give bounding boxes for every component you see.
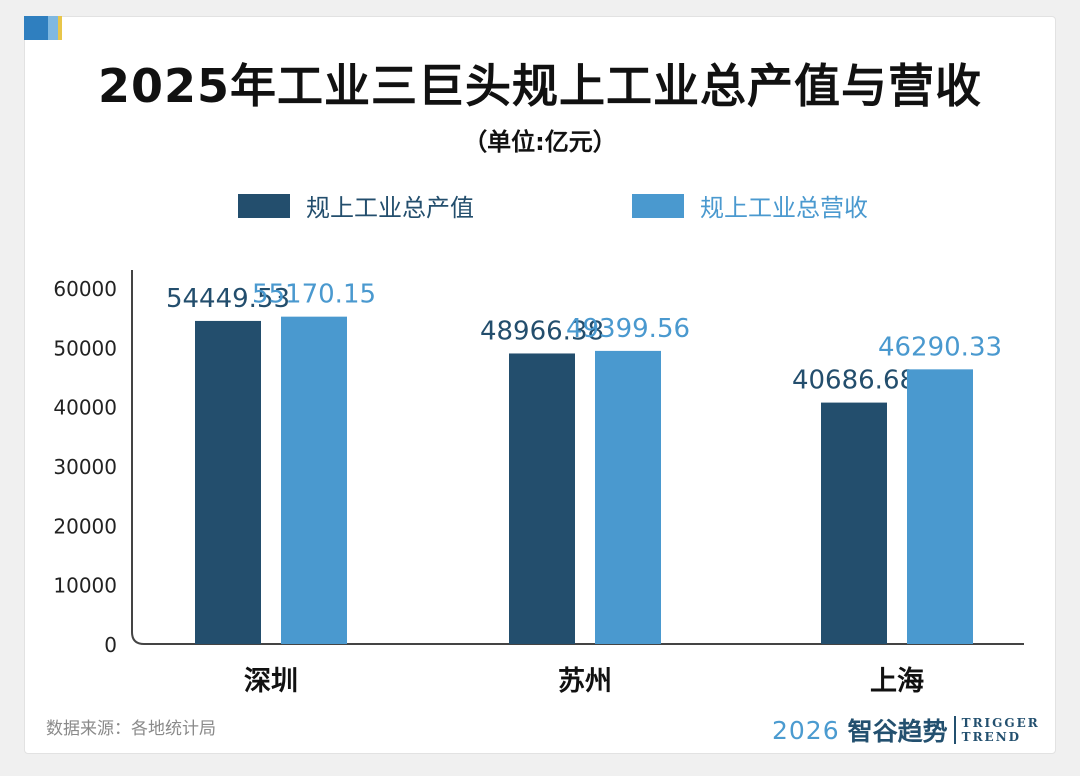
legend-label-revenue: 规上工业总营收 <box>700 194 868 222</box>
legend-swatch-revenue <box>632 193 684 218</box>
chart-title: 2025年工业三巨头规上工业总产值与营收 <box>97 59 983 113</box>
y-tick-label: 30000 <box>53 455 117 479</box>
y-tick-label: 60000 <box>53 277 117 301</box>
x-tick-label: 上海 <box>870 666 924 697</box>
legend-label-output: 规上工业总产值 <box>306 194 474 222</box>
brand-name: 智谷趋势 <box>847 717 948 746</box>
legend-swatch-output <box>238 193 290 218</box>
corner-accent <box>24 16 62 40</box>
chart-subtitle: （单位:亿元） <box>463 128 617 156</box>
y-tick-label: 10000 <box>53 574 117 598</box>
source-note: 数据来源：各地统计局 <box>46 719 216 739</box>
bar-revenue <box>281 316 347 644</box>
brand-english-line1: TRIGGER <box>961 716 1040 730</box>
y-tick-label: 50000 <box>53 336 117 360</box>
brand-year: 2026 <box>772 715 840 745</box>
data-label: 48966.38 <box>480 316 604 346</box>
data-label: 55170.15 <box>252 280 376 310</box>
brand-english-line2: TREND <box>961 730 1022 744</box>
data-label: 54449.53 <box>166 284 290 314</box>
axis-lines <box>131 270 1024 645</box>
bar-output <box>509 353 575 644</box>
data-label: 49399.56 <box>566 314 690 344</box>
x-tick-label: 苏州 <box>558 666 612 697</box>
bar-output <box>195 320 261 644</box>
bar-revenue <box>595 350 661 644</box>
data-label: 40686.68 <box>792 366 916 396</box>
brand-english: TRIGGER TREND <box>962 716 1040 744</box>
legend-item-revenue: 规上工业总营收 <box>632 188 868 223</box>
brand-divider <box>953 716 956 744</box>
bar-revenue <box>907 369 973 644</box>
data-label: 46290.33 <box>878 332 1002 362</box>
brand-logo: 2026 智谷趋势 TRIGGER TREND <box>772 710 1040 750</box>
x-tick-label: 深圳 <box>244 666 298 697</box>
y-tick-label: 0 <box>104 633 117 657</box>
legend-item-output: 规上工业总产值 <box>238 188 474 223</box>
bar-output <box>821 402 887 644</box>
legend: 规上工业总产值 规上工业总营收 <box>0 188 1080 228</box>
y-tick-label: 40000 <box>53 396 117 420</box>
y-tick-label: 20000 <box>53 514 117 538</box>
